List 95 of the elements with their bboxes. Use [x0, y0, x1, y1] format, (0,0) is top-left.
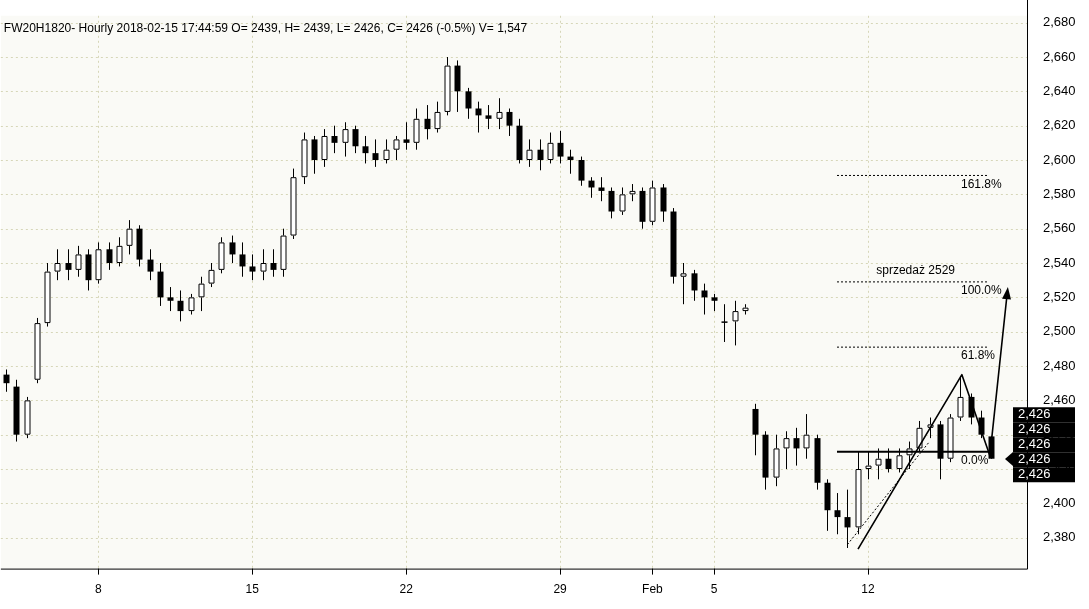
candlestick: [65, 248, 72, 281]
y-tick-label: 2,520: [1043, 288, 1076, 304]
candlestick: [444, 56, 451, 116]
candlestick: [547, 132, 554, 164]
ref-line-label: sprzedaż 2529: [876, 262, 956, 277]
annotation: 2,426: [1018, 406, 1051, 422]
candlestick: [537, 138, 544, 171]
chart-title: FW20H1820- Hourly 2018-02-15 17:44:59 O= 2439, H= 2439, L= 2426, C= 2426 (-0.5%) V= 1,547: [3, 20, 528, 35]
y-tick-label: 2,600: [1043, 151, 1076, 167]
candlestick: [701, 283, 708, 316]
x-tick-label: 29: [553, 582, 568, 597]
candlestick: [239, 241, 246, 278]
y-tick-label: 2,460: [1043, 391, 1076, 407]
candlestick: [301, 132, 308, 185]
candlestick: [773, 434, 780, 487]
candlestick: [249, 253, 256, 281]
candlestick: [208, 262, 215, 288]
candlestick: [290, 168, 297, 240]
annotation: 0.0%: [961, 453, 989, 468]
candlestick: [260, 248, 267, 281]
candlestick: [578, 156, 585, 187]
candlestick: [331, 125, 338, 154]
candlestick: [95, 241, 102, 285]
candlestick: [383, 138, 390, 164]
x-tick-label: 8: [95, 582, 103, 597]
y-tick-label: 2,660: [1043, 48, 1076, 64]
candlestick: [75, 245, 82, 278]
y-tick-label: 2,380: [1043, 529, 1076, 545]
candlestick: [34, 317, 41, 384]
y-tick-label: 2,580: [1043, 185, 1076, 201]
candlestick: [342, 121, 349, 158]
y-tick-label: 2,540: [1043, 254, 1076, 270]
candlestick: [608, 186, 615, 219]
candlestick: [54, 248, 61, 281]
candlestick: [311, 135, 318, 175]
y-tick-label: 2,640: [1043, 82, 1076, 98]
candlestick: [434, 101, 441, 134]
candlestick: [803, 413, 810, 460]
y-tick-label: 2,480: [1043, 357, 1076, 373]
candlestick: [485, 104, 492, 130]
candlestick: [526, 138, 533, 168]
candlestick: [598, 176, 605, 202]
candlestick: [424, 104, 431, 140]
candlestick: [126, 219, 133, 255]
candlestick: [691, 269, 698, 302]
annotation: 100.0%: [961, 283, 1003, 298]
candlestick: [413, 108, 420, 151]
candlestick: [680, 262, 687, 305]
candlestick: [783, 430, 790, 470]
annotation: 2,426: [1018, 451, 1051, 467]
candlestick: [198, 276, 205, 312]
candlestick: [649, 180, 656, 226]
candlestick: [270, 248, 277, 278]
candlestick: [793, 427, 800, 467]
y-tick-label: 2,620: [1043, 117, 1076, 133]
candlestick: [280, 228, 287, 278]
annotation: 2,426: [1018, 436, 1051, 452]
candlestick: [24, 396, 31, 439]
y-tick-label: 2,680: [1043, 14, 1076, 30]
candlestick: [3, 368, 10, 393]
candlestick: [229, 235, 236, 264]
x-tick-label: 22: [399, 582, 414, 597]
x-tick-label: Feb: [642, 582, 664, 597]
candlestick: [147, 248, 154, 281]
candlestick: [188, 293, 195, 316]
candlestick: [116, 236, 123, 267]
annotation: 2,426: [1018, 421, 1051, 437]
candlestick: [321, 128, 328, 168]
candlestick: [557, 130, 564, 164]
candlestick: [218, 236, 225, 274]
candlestick: [506, 108, 513, 137]
candlestick: [44, 262, 51, 328]
candlestick: [465, 87, 472, 120]
x-tick-label: 12: [861, 582, 875, 597]
x-tick-label: 5: [710, 582, 718, 597]
candlestick: [106, 241, 113, 271]
candlestick: [496, 97, 503, 130]
y-tick-label: 2,500: [1043, 323, 1076, 339]
candlestick: [167, 286, 174, 312]
candlestick: [834, 492, 841, 535]
candlestick: [721, 303, 728, 343]
candlestick: [393, 135, 400, 161]
candlestick: [362, 135, 369, 164]
annotation: 61.8%: [961, 348, 996, 363]
candlestick: [732, 300, 739, 346]
annotation: 2,426: [1018, 466, 1051, 482]
annotation: 161.8%: [961, 176, 1003, 191]
x-tick-label: 15: [245, 582, 260, 597]
candlestick: [177, 289, 184, 322]
candlestick: [372, 138, 379, 168]
y-tick-label: 2,400: [1043, 494, 1076, 510]
candlestick: [619, 186, 626, 216]
candlestick: [352, 125, 359, 154]
candlestick: [403, 121, 410, 151]
y-tick-label: 2,560: [1043, 220, 1076, 236]
